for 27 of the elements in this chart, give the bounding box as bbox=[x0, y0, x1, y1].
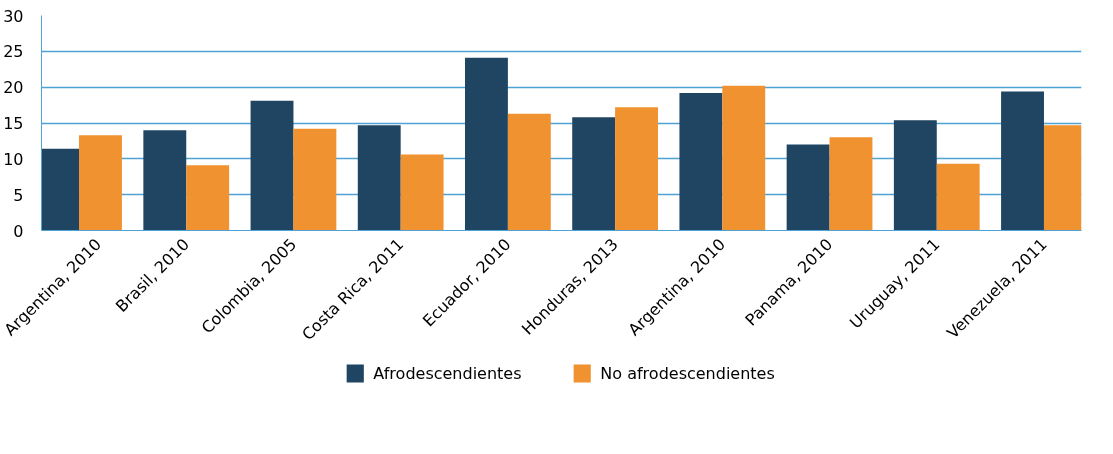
bar bbox=[572, 117, 616, 231]
y-tick-label: 10 bbox=[3, 149, 24, 169]
bar bbox=[829, 137, 873, 231]
bar bbox=[786, 144, 830, 231]
y-tick-label: 5 bbox=[13, 185, 24, 205]
bar bbox=[400, 154, 444, 231]
bar bbox=[936, 163, 980, 231]
bar bbox=[79, 135, 122, 231]
y-tick-label: 20 bbox=[3, 78, 24, 98]
legend-label: No afrodescendientes bbox=[600, 364, 775, 383]
bar bbox=[357, 125, 401, 231]
bar bbox=[293, 128, 337, 231]
bar bbox=[893, 120, 937, 231]
bar bbox=[186, 165, 230, 231]
bar bbox=[143, 130, 187, 231]
y-tick-label: 30 bbox=[3, 6, 24, 26]
bar bbox=[679, 92, 723, 231]
bar bbox=[250, 100, 294, 231]
bar bbox=[507, 113, 551, 231]
bar bbox=[722, 85, 766, 231]
bar bbox=[1001, 91, 1044, 231]
legend-label: Afrodescendientes bbox=[373, 364, 522, 383]
bar bbox=[615, 107, 658, 231]
y-tick-label: 25 bbox=[3, 42, 24, 62]
y-tick-label: 0 bbox=[13, 221, 24, 241]
y-tick-label: 15 bbox=[3, 114, 24, 133]
bar bbox=[465, 57, 508, 231]
